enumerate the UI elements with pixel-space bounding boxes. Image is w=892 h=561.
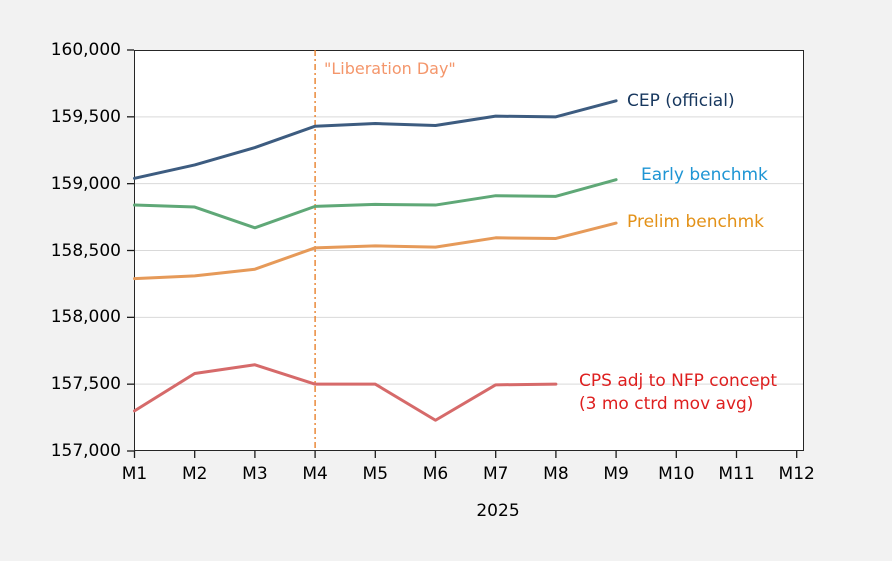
- y-tick-label: 159,500: [50, 106, 121, 127]
- y-tick-label: 159,000: [50, 173, 121, 194]
- x-tick-label: M8: [543, 464, 569, 484]
- series-label-early-benchmark: Early benchmk: [641, 165, 768, 185]
- x-tick-label: M6: [422, 464, 449, 484]
- y-tick-label: 157,500: [50, 374, 121, 395]
- x-tick-label: M4: [302, 464, 328, 484]
- x-axis-title: 2025: [476, 501, 520, 521]
- liberation-day-annotation: "Liberation Day": [324, 59, 456, 78]
- x-tick-label: M3: [242, 464, 268, 484]
- y-tick-label: 158,500: [50, 240, 121, 261]
- x-tick-label: M5: [362, 464, 389, 484]
- x-tick-label: M10: [658, 464, 695, 484]
- x-tick-label: M2: [181, 464, 208, 484]
- y-tick-label: 158,000: [50, 307, 121, 328]
- series-label-cps-line1: CPS adj to NFP concept: [579, 371, 778, 391]
- series-label-cps: CPS adj to NFP concept (3 mo ctrd mov av…: [579, 370, 777, 416]
- series-label-cep: CEP (official): [627, 91, 735, 111]
- series-label-prelim-benchmark: Prelim benchmk: [627, 212, 764, 232]
- x-tick-label: M7: [482, 464, 509, 484]
- x-tick-label: M12: [778, 464, 815, 484]
- x-tick-label: M11: [718, 464, 755, 484]
- y-tick-label: 157,000: [50, 441, 121, 461]
- x-tick-label: M9: [603, 464, 629, 484]
- x-tick-label: M1: [121, 464, 148, 484]
- series-label-cps-line2: (3 mo ctrd mov avg): [579, 394, 754, 414]
- y-tick-label: 160,000: [50, 40, 121, 60]
